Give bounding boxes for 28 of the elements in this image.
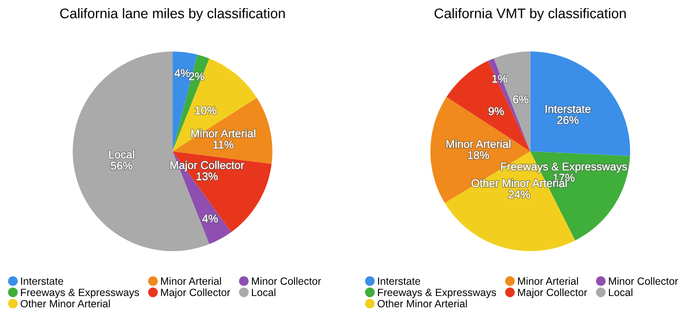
pie-slice (446, 60, 530, 152)
legend-label: Other Minor Arterial (20, 300, 110, 308)
data-label: Minor Arterial 18% (446, 140, 510, 160)
data-label: Local 56% (109, 150, 134, 170)
data-label: 6% (513, 95, 528, 104)
legend-label: Local (608, 288, 632, 296)
legend-label: Minor Collector (252, 277, 321, 285)
data-label: Interstate 26% (546, 105, 590, 124)
chart-title: California lane miles by classification (60, 8, 285, 22)
legend-label: Interstate (21, 278, 64, 285)
chart-title: California VMT by classification (434, 8, 626, 22)
pie-slice (172, 58, 257, 152)
data-label: Minor Arterial 11% (191, 129, 256, 149)
legend-label: Freeways & Expressways (21, 288, 140, 298)
legend-label: Freeways & Expressways (378, 288, 496, 298)
data-label: 4% (174, 69, 190, 77)
data-label: 9% (488, 107, 504, 116)
data-label: 4% (202, 214, 218, 222)
legend-label: Minor Collector (608, 277, 678, 285)
legend-label: Interstate (378, 278, 420, 285)
legend-label: Major Collector (161, 288, 230, 298)
data-label: 10% (195, 106, 216, 114)
legend-label: Other Minor Arterial (378, 300, 467, 308)
legend-label: Minor Arterial (518, 277, 578, 285)
legend-label: Minor Arterial (161, 277, 221, 285)
pie-slice (530, 51, 630, 156)
legend-label: Local (252, 288, 276, 296)
legend-label: Major Collector (518, 288, 588, 298)
